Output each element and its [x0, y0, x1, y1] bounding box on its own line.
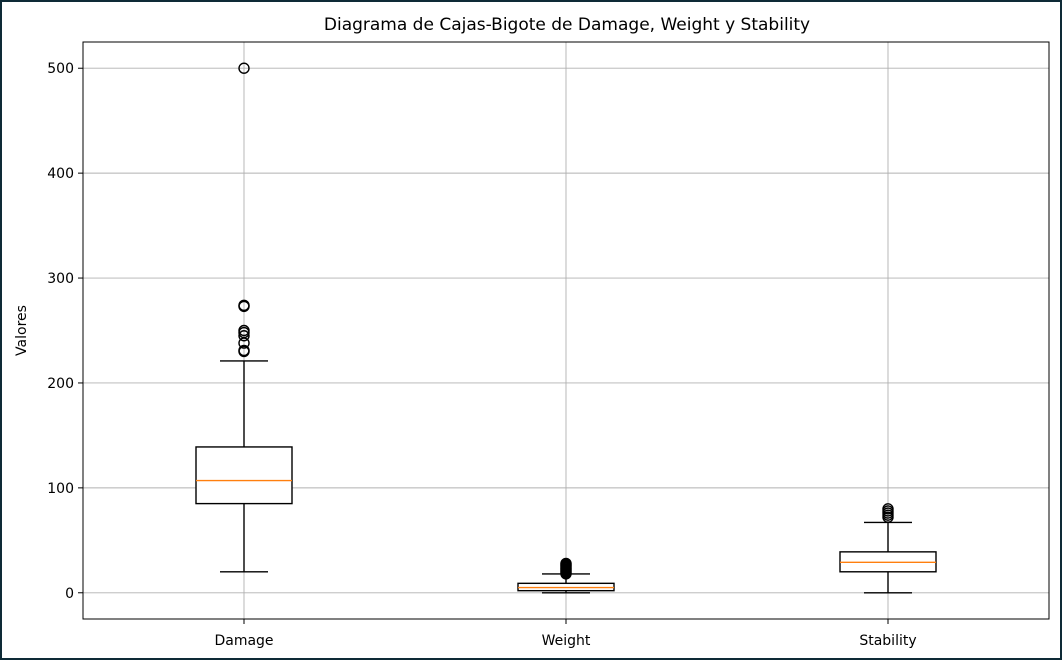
y-tick-label: 100	[47, 481, 74, 497]
outlier-point	[238, 324, 250, 337]
y-axis-ticks: 0 100 200 300 400 500	[47, 61, 83, 602]
outlier-point	[238, 344, 250, 357]
outlier-point	[560, 557, 572, 570]
axes-frame	[82, 41, 1050, 620]
y-tick-label: 200	[47, 376, 74, 392]
x-tick-label: Damage	[214, 633, 273, 649]
y-tick-label: 500	[47, 61, 74, 77]
x-tick-label: Stability	[859, 633, 916, 649]
outlier-point	[238, 330, 250, 342]
y-axis-label: Valores	[14, 305, 30, 356]
box-weight	[517, 557, 615, 594]
y-tick-label: 0	[65, 586, 74, 602]
outlier-point	[238, 299, 250, 312]
y-tick-label: 400	[47, 166, 74, 182]
outlier-point	[238, 62, 250, 74]
x-axis-ticks: Damage Weight Stability	[214, 619, 917, 649]
box-stability	[839, 503, 937, 594]
grid-lines	[83, 42, 1049, 619]
x-tick-label: Weight	[542, 633, 591, 649]
box-damage	[195, 62, 293, 573]
chart-title: Diagrama de Cajas-Bigote de Damage, Weig…	[324, 15, 810, 35]
y-tick-label: 300	[47, 271, 74, 287]
outlier-point	[882, 503, 894, 515]
iqr-box	[195, 446, 293, 505]
boxes-group	[195, 62, 937, 594]
